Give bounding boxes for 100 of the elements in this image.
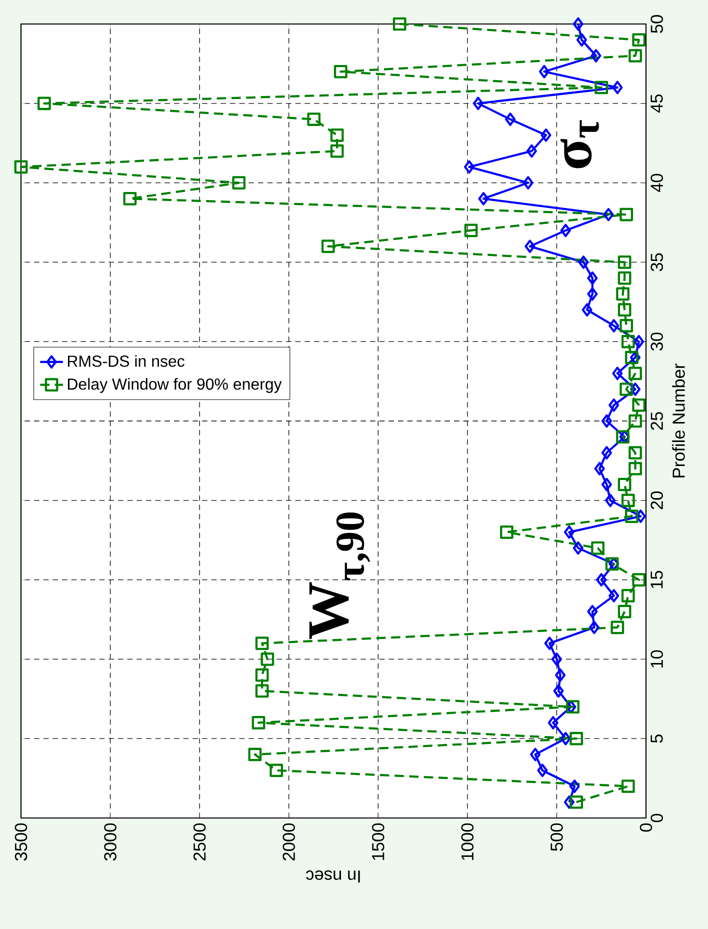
point [620,208,634,222]
point [472,96,484,110]
y-tick-label: 15 [650,570,663,588]
point [538,64,550,78]
point [255,636,269,650]
point [587,287,598,301]
point [560,732,571,746]
point [630,350,641,364]
x-tick-label: 3500 [14,823,28,861]
point [612,80,623,94]
point [620,319,634,332]
point [570,732,584,746]
point [551,652,562,666]
point [576,33,587,47]
point [38,96,51,110]
point [540,128,552,142]
point [588,620,600,634]
point [572,541,584,555]
y-tick-label: 0 [650,814,663,822]
point [524,240,536,253]
point [564,795,574,809]
point [608,557,620,571]
point [232,176,246,190]
point [334,64,348,78]
point [505,112,516,126]
y-tick-label: 10 [650,650,663,668]
point [628,446,642,460]
x-tick-label: 1000 [461,823,474,860]
point [608,319,620,332]
y-tick-label: 40 [650,174,663,192]
point [392,17,406,31]
point [608,398,620,412]
point [603,208,614,222]
point [255,684,269,698]
point [596,573,607,586]
point [260,652,274,666]
point [248,748,262,762]
point [252,716,266,730]
point [620,382,634,396]
point [601,446,612,460]
point [634,334,644,348]
point [464,224,478,238]
y-tick-label: 50 [650,15,663,33]
point [628,462,642,476]
point [628,414,642,428]
point [570,795,584,809]
point [632,573,646,586]
point [330,144,344,158]
legend-label: Delay Window for 90% energy [68,378,282,393]
point [635,510,646,523]
y-tick-label: 25 [650,412,663,430]
point [632,33,646,47]
point [628,366,642,380]
point [612,366,623,380]
point [572,17,584,31]
x-tick-label: 1500 [372,823,384,860]
point [601,414,612,428]
point [610,620,624,634]
point [632,398,646,412]
point [594,462,605,476]
point [601,478,612,492]
point [625,350,638,364]
annotation: σ$_{τ}$ [560,120,599,168]
y-tick-label: 5 [650,734,663,743]
point [625,510,638,523]
point [605,494,616,508]
x-tick-label: 3000 [104,823,116,861]
point [605,557,619,571]
point [548,716,558,730]
point [330,128,344,142]
point [566,700,580,714]
annotation: W$_{τ,90}$ [309,512,370,639]
point [618,271,632,285]
point [621,780,635,793]
point [464,160,474,174]
point [526,144,537,158]
x-tick-label: 0 [640,823,652,832]
point [566,700,576,714]
x-tick-label: 2000 [282,823,295,860]
point [569,780,580,793]
point [255,668,269,682]
point [628,49,642,62]
legend-label: RMS-DS in nsec [68,355,184,367]
x-tick-label: 500 [550,823,563,851]
x-tick-label: 2500 [193,823,206,860]
point [321,240,335,253]
point [522,176,534,190]
point [590,49,602,62]
point [478,192,489,206]
y-tick-label: 30 [650,332,663,351]
point [621,589,635,602]
point [560,224,571,238]
point [618,604,632,618]
point [555,668,566,682]
point [594,80,608,94]
y-tick-label: 35 [650,253,663,272]
point [618,478,632,492]
point [564,525,574,539]
point [587,271,598,285]
point [619,430,630,444]
